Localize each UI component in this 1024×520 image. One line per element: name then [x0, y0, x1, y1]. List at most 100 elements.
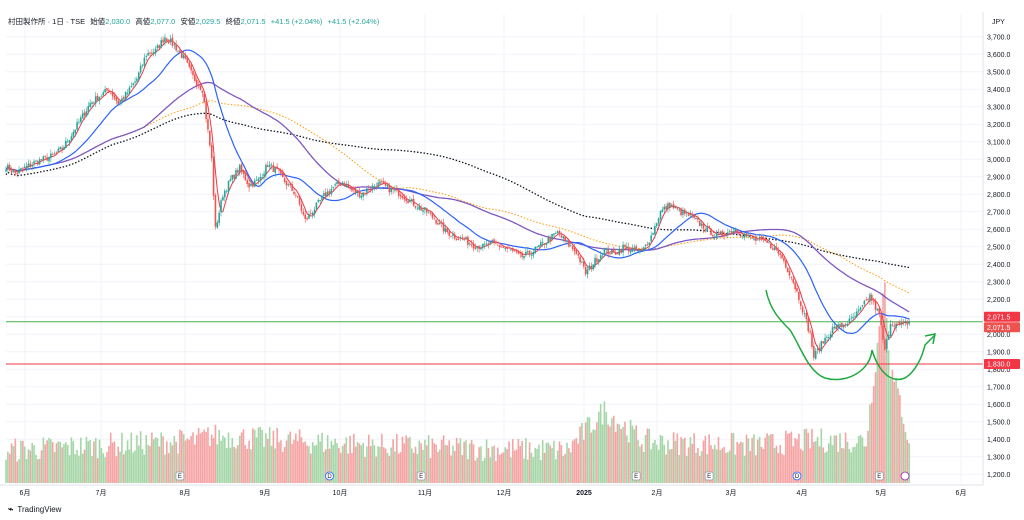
volume-bar — [811, 428, 813, 483]
volume-bar — [250, 449, 252, 483]
volume-bar — [424, 439, 426, 483]
volume-bar — [627, 442, 630, 483]
candle-body — [296, 196, 299, 197]
candle-body — [225, 190, 228, 192]
volume-bar — [94, 437, 97, 483]
volume-bar — [459, 438, 462, 483]
price-tag-label: 2,071.5 — [987, 325, 1010, 332]
price-tick-label: 3,500.0 — [987, 69, 1010, 76]
candle-body — [736, 229, 738, 233]
volume-bar — [240, 432, 243, 483]
moving-averages — [5, 39, 910, 352]
candle-body — [534, 246, 537, 254]
candle-body — [799, 301, 802, 306]
volume-bar — [706, 454, 709, 483]
volume-bar — [12, 446, 15, 483]
candle-body — [396, 188, 398, 190]
candle-body — [399, 194, 402, 197]
volume-bar — [657, 449, 660, 483]
candle-body — [446, 228, 449, 232]
volume-bar — [874, 372, 877, 483]
candle-body — [842, 324, 845, 328]
candle-body — [405, 198, 407, 202]
candle-body — [23, 166, 26, 169]
candle-body — [70, 136, 73, 141]
candle-body — [136, 78, 138, 82]
volume-bar — [702, 440, 705, 483]
candle-body — [745, 233, 748, 236]
volume-bar — [65, 442, 67, 483]
volume-bar — [136, 435, 138, 483]
candle-body — [566, 240, 568, 242]
volume-bar — [46, 440, 48, 483]
candle-body — [164, 37, 166, 43]
volume-bar — [882, 293, 884, 483]
candle-body — [201, 90, 204, 93]
volume-bar — [418, 440, 421, 483]
volume-bar — [188, 439, 191, 483]
volume-bar — [143, 454, 146, 483]
price-tick-label: 2,000.0 — [987, 332, 1010, 339]
candle-body — [216, 222, 219, 228]
volume-bar — [57, 441, 60, 483]
price-tag-label: 2,071.5 — [987, 314, 1010, 321]
candle-body — [332, 186, 335, 188]
candle-body — [218, 212, 220, 223]
volume-bar — [341, 445, 344, 483]
candle-body — [48, 157, 50, 162]
time-axis[interactable]: 6月 7月 8月 9月 10月 11月 12月 2025 2月 3月 4月 5月 6月 — [20, 489, 967, 497]
price-axis[interactable]: 3,700.0 3,600.0 3,500.0 3,400.0 3,300.0 3,200… — [987, 34, 1010, 479]
candle-body — [545, 242, 548, 245]
volume-bar — [80, 437, 82, 483]
candle-body — [517, 250, 520, 254]
volume-bar — [745, 434, 748, 483]
volume-bar — [620, 428, 623, 483]
candle-body — [532, 252, 535, 256]
volume-bar — [35, 454, 37, 483]
volume-bar — [388, 455, 391, 483]
candle-body — [128, 87, 131, 94]
volume-bar — [40, 450, 43, 483]
candle-body — [328, 191, 331, 194]
volume-bar — [472, 444, 475, 483]
candle-body — [100, 95, 103, 97]
time-tick-label: 12月 — [497, 489, 512, 497]
volume-bar — [121, 432, 123, 483]
candle-body — [738, 233, 740, 235]
candle-body — [431, 212, 434, 218]
volume-bar — [397, 453, 400, 483]
tradingview-brand[interactable]: ⌁ TradingView — [8, 504, 61, 515]
volume-bar — [457, 443, 460, 483]
volume-bar — [665, 454, 667, 483]
volume-bar — [366, 446, 368, 483]
candle-body — [906, 320, 909, 325]
volume-bar — [123, 454, 125, 483]
candle-body — [102, 92, 105, 96]
volume-bar — [807, 432, 810, 483]
volume-bar — [267, 438, 269, 483]
volume-bar — [689, 437, 692, 483]
candle-body — [850, 317, 853, 319]
volume-bar — [525, 438, 527, 483]
volume-bar — [803, 429, 806, 483]
volume-bar — [685, 455, 688, 483]
candle-body — [12, 170, 15, 172]
event-marker-label: E — [877, 474, 881, 480]
candle-body — [650, 235, 652, 242]
volume-bar — [554, 459, 557, 483]
candle-body — [680, 208, 682, 216]
volume-bar — [758, 436, 761, 483]
candle-body — [655, 223, 658, 227]
candle-body — [642, 247, 645, 252]
candle-body — [281, 172, 284, 177]
volume-bar — [697, 448, 699, 483]
earnings-marker — [874, 471, 884, 481]
candle-body — [770, 243, 772, 249]
volume-bar — [519, 446, 522, 483]
candle-body — [871, 294, 873, 301]
volume-bar — [147, 444, 149, 483]
candle-body — [360, 195, 363, 198]
candle-body — [324, 192, 327, 197]
volume-bar — [867, 430, 869, 483]
